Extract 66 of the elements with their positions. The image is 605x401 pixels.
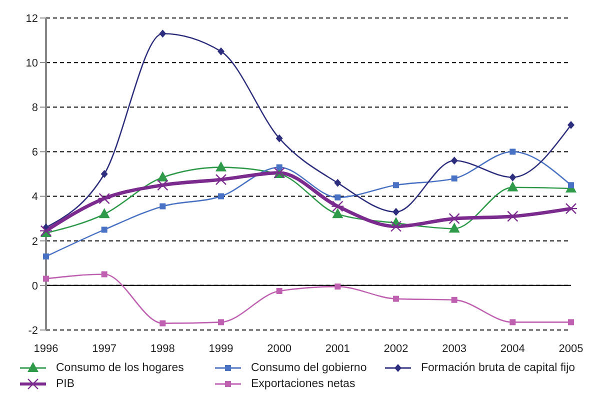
point	[334, 178, 342, 187]
y-tick-label: 0	[32, 280, 38, 292]
point	[276, 134, 283, 142]
x-tick-label: 1998	[150, 342, 175, 355]
point	[393, 182, 399, 188]
y-tick-label: 12	[26, 12, 38, 25]
point	[507, 181, 518, 192]
y-tick-label: 10	[26, 57, 38, 70]
x-tick-label: 1999	[208, 342, 234, 355]
point	[43, 253, 49, 260]
point	[43, 276, 49, 282]
x-tick-label: 2002	[384, 342, 408, 355]
point	[448, 222, 460, 233]
legend-label: Consumo de los hogares	[56, 361, 184, 376]
x-tick-label: 2005	[558, 342, 584, 355]
point	[214, 174, 228, 186]
point	[156, 180, 170, 191]
point	[334, 194, 341, 200]
point	[276, 164, 282, 170]
point	[159, 30, 166, 38]
point	[393, 296, 399, 302]
point	[101, 271, 108, 278]
point	[392, 208, 400, 216]
point	[509, 173, 516, 182]
point	[157, 171, 168, 182]
point	[389, 220, 403, 232]
point	[510, 148, 516, 155]
x-tick-label: 2000	[267, 342, 292, 355]
point	[160, 320, 166, 326]
x-tick-label: 2001	[325, 342, 350, 355]
point	[218, 319, 224, 326]
point	[568, 319, 574, 326]
point	[218, 193, 224, 200]
legend-label: Formación bruta de capital fijo	[421, 361, 576, 376]
x-tick-label: 2004	[500, 342, 525, 355]
point	[568, 182, 574, 188]
y-tick-label: 8	[32, 102, 38, 114]
legend-label: Exportaciones netas	[251, 377, 356, 392]
point	[216, 161, 226, 172]
y-tick-label: -2	[28, 324, 38, 337]
point	[510, 319, 516, 326]
point	[331, 200, 344, 212]
legend-label: PIB	[56, 377, 75, 392]
point	[160, 203, 166, 210]
legend-label: Consumo del gobierno	[251, 361, 367, 376]
point	[100, 170, 108, 178]
point	[448, 212, 461, 224]
point	[276, 288, 282, 294]
x-tick-label: 2003	[442, 342, 467, 355]
x-tick-label: 1996	[34, 342, 58, 355]
point	[334, 284, 341, 290]
point	[332, 208, 344, 218]
point	[98, 192, 111, 204]
point	[98, 208, 110, 218]
y-tick-label: 4	[32, 191, 38, 204]
point	[564, 202, 578, 214]
point	[451, 175, 458, 182]
x-tick-label: 1997	[92, 342, 117, 355]
point	[101, 226, 108, 233]
point	[450, 156, 458, 165]
point	[506, 210, 520, 222]
y-tick-label: 6	[32, 146, 38, 159]
point	[451, 296, 458, 303]
point	[218, 47, 224, 56]
y-tick-label: 2	[32, 236, 38, 248]
point	[568, 120, 574, 129]
